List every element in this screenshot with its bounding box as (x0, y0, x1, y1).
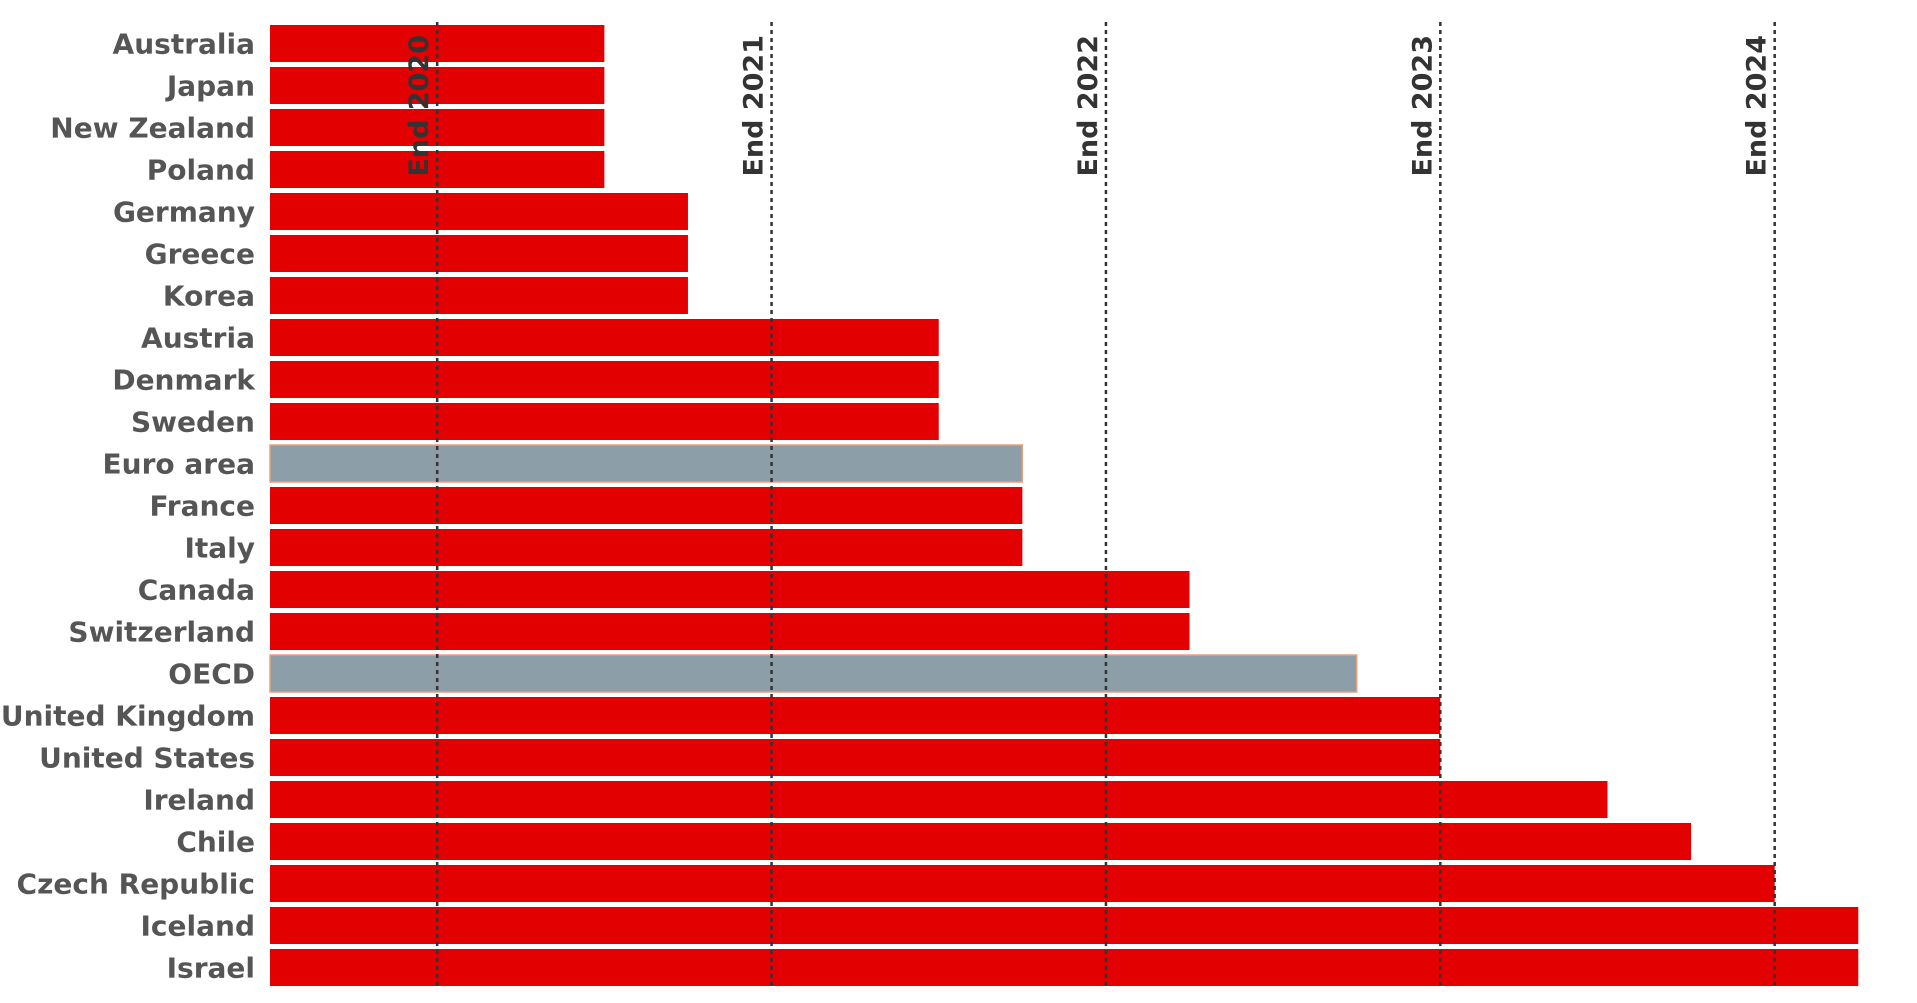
category-label-germany: Germany (113, 196, 255, 229)
bar-denmark (270, 361, 939, 398)
reference-lines: End 2020 End 2021 End 2022 End 2023 End 2024 (404, 22, 1776, 988)
reference-label-end-2023: End 2023 (1407, 35, 1438, 177)
category-label-canada: Canada (138, 574, 255, 607)
category-label-new-zealand: New Zealand (50, 112, 255, 145)
bar-united-states (270, 739, 1441, 776)
category-label-italy: Italy (184, 532, 255, 565)
category-labels: Australia Japan New Zealand Poland Germany Gr… (1, 28, 257, 985)
category-label-oecd: OECD (168, 658, 255, 691)
bar-sweden (270, 403, 939, 440)
bar-greece (270, 235, 688, 272)
bar-iceland (270, 907, 1859, 944)
bars-layer (269, 25, 1859, 986)
category-label-switzerland: Switzerland (68, 616, 255, 649)
bar-chile (270, 823, 1692, 860)
category-label-iceland: Iceland (141, 910, 255, 943)
category-label-france: France (149, 490, 255, 523)
category-label-czech-republic: Czech Republic (17, 868, 255, 901)
bar-czech-republic (270, 865, 1775, 902)
category-label-united-states: United States (39, 742, 255, 775)
bar-austria (270, 319, 939, 356)
bar-oecd (269, 654, 1358, 693)
category-label-israel: Israel (167, 952, 255, 985)
bar-ireland (270, 781, 1608, 818)
bar-switzerland (270, 613, 1190, 650)
bar-germany (270, 193, 688, 230)
bar-korea (270, 277, 688, 314)
bar-euro-area (269, 444, 1024, 483)
category-label-united-kingdom: United Kingdom (1, 700, 255, 733)
category-label-japan: Japan (165, 70, 255, 103)
category-label-greece: Greece (145, 238, 255, 271)
category-label-denmark: Denmark (112, 364, 256, 397)
bar-israel (270, 949, 1859, 986)
category-label-chile: Chile (176, 826, 255, 859)
bar-france (270, 487, 1023, 524)
category-label-australia: Australia (113, 28, 255, 61)
reference-label-end-2022: End 2022 (1073, 35, 1104, 177)
bar-canada (270, 571, 1190, 608)
reference-label-end-2021: End 2021 (739, 35, 770, 177)
category-label-sweden: Sweden (131, 406, 255, 439)
category-label-poland: Poland (147, 154, 255, 187)
reference-label-end-2020: End 2020 (404, 35, 435, 177)
bar-united-kingdom (270, 697, 1441, 734)
category-label-euro-area: Euro area (103, 448, 255, 481)
reference-label-end-2024: End 2024 (1742, 35, 1773, 177)
category-label-ireland: Ireland (143, 784, 255, 817)
category-label-austria: Austria (141, 322, 255, 355)
bar-italy (270, 529, 1023, 566)
category-label-korea: Korea (163, 280, 255, 313)
